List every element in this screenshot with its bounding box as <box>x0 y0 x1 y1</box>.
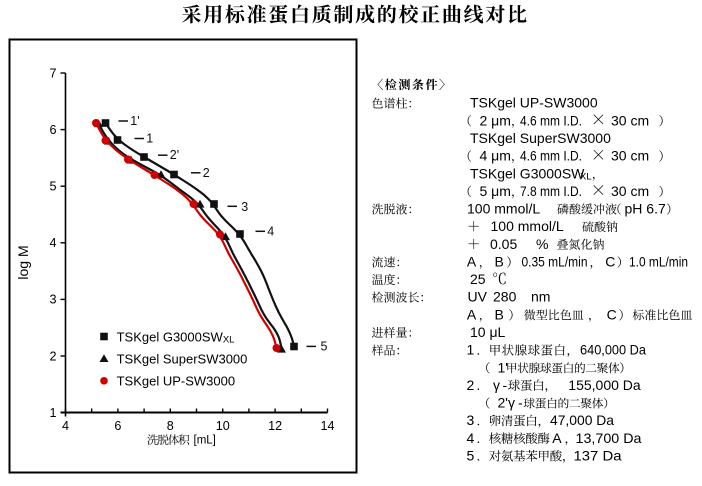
svg-text:30 cm: 30 cm <box>611 183 649 199</box>
svg-text:30 cm: 30 cm <box>611 148 649 164</box>
svg-text:5: 5 <box>467 448 475 464</box>
svg-text:5: 5 <box>49 180 56 194</box>
svg-text:nm: nm <box>531 289 550 305</box>
svg-text:-: - <box>503 377 508 393</box>
svg-text:4: 4 <box>467 430 475 446</box>
svg-text:4: 4 <box>49 236 56 250</box>
svg-text:5: 5 <box>321 339 328 353</box>
svg-text:2: 2 <box>203 166 210 180</box>
svg-text:TSKgel UP-SW3000: TSKgel UP-SW3000 <box>117 374 236 389</box>
svg-text:4: 4 <box>267 225 274 239</box>
svg-text:1: 1 <box>467 342 475 358</box>
svg-text:1': 1' <box>130 114 139 128</box>
svg-text:155,000 Da: 155,000 Da <box>568 377 641 393</box>
svg-text:%: % <box>536 236 548 252</box>
svg-text:B: B <box>495 306 504 322</box>
svg-text:12: 12 <box>268 419 282 433</box>
svg-text:280: 280 <box>493 289 517 305</box>
svg-text:13,700 Da: 13,700 Da <box>576 430 642 446</box>
svg-text:1: 1 <box>146 132 153 146</box>
svg-text:1': 1' <box>498 359 508 375</box>
svg-text:TSKgel SuperSW3000: TSKgel SuperSW3000 <box>470 130 611 146</box>
svg-text:XL: XL <box>580 171 592 182</box>
svg-text:TSKgel G3000SW: TSKgel G3000SW <box>470 165 585 181</box>
svg-text:XL: XL <box>223 334 235 345</box>
svg-text:C: C <box>605 253 615 269</box>
svg-text:47,000 Da: 47,000 Da <box>550 412 614 428</box>
svg-text:pH 6.7: pH 6.7 <box>625 201 666 217</box>
svg-text:A: A <box>552 430 562 446</box>
svg-text:[mL]: [mL] <box>194 435 216 447</box>
svg-text:4 μm: 4 μm <box>480 148 511 164</box>
svg-text:-: - <box>518 395 523 411</box>
svg-text:UV: UV <box>468 289 488 305</box>
svg-text:log M: log M <box>15 245 31 279</box>
svg-text:0.35 mL/min: 0.35 mL/min <box>522 253 588 269</box>
svg-text:4: 4 <box>62 419 69 433</box>
svg-text:10 μL: 10 μL <box>470 324 506 340</box>
svg-text:A: A <box>467 306 477 322</box>
svg-text:3: 3 <box>241 200 248 214</box>
svg-text:7: 7 <box>49 66 56 80</box>
svg-text:2'γ: 2'γ <box>498 395 515 411</box>
svg-text:5 μm: 5 μm <box>480 183 511 199</box>
svg-text:10: 10 <box>216 419 230 433</box>
svg-text:6: 6 <box>114 419 121 433</box>
svg-text:100 mmol/L: 100 mmol/L <box>467 201 540 217</box>
svg-text:TSKgel G3000SW: TSKgel G3000SW <box>117 329 224 344</box>
svg-text:1: 1 <box>49 406 56 420</box>
svg-text:γ: γ <box>493 377 500 393</box>
svg-text:4.6 mm I.D.: 4.6 mm I.D. <box>520 148 582 164</box>
svg-text:25: 25 <box>470 271 486 287</box>
svg-text:2 μm: 2 μm <box>480 112 511 128</box>
svg-text:3: 3 <box>49 293 56 307</box>
svg-text:3: 3 <box>467 412 475 428</box>
svg-text:A: A <box>467 253 477 269</box>
svg-text:TSKgel SuperSW3000: TSKgel SuperSW3000 <box>117 351 248 366</box>
svg-text:2': 2' <box>170 148 179 162</box>
svg-text:0.05: 0.05 <box>490 236 517 252</box>
svg-text:100 mmol/L: 100 mmol/L <box>491 218 564 234</box>
svg-text:8: 8 <box>167 419 174 433</box>
svg-text:2: 2 <box>49 349 56 363</box>
svg-text:640,000 Da: 640,000 Da <box>580 342 646 358</box>
svg-text:30 cm: 30 cm <box>611 112 649 128</box>
svg-text:2: 2 <box>467 377 475 393</box>
svg-text:137 Da: 137 Da <box>574 448 622 464</box>
svg-text:C: C <box>607 306 617 322</box>
svg-text:1.0 mL/min: 1.0 mL/min <box>629 253 688 269</box>
svg-text:6: 6 <box>49 123 56 137</box>
svg-text:4.6 mm I.D.: 4.6 mm I.D. <box>520 112 582 128</box>
svg-text:B: B <box>495 253 504 269</box>
svg-text:7.8 mm I.D.: 7.8 mm I.D. <box>520 183 582 199</box>
svg-text:14: 14 <box>320 419 334 433</box>
svg-text:TSKgel UP-SW3000: TSKgel UP-SW3000 <box>470 95 598 111</box>
